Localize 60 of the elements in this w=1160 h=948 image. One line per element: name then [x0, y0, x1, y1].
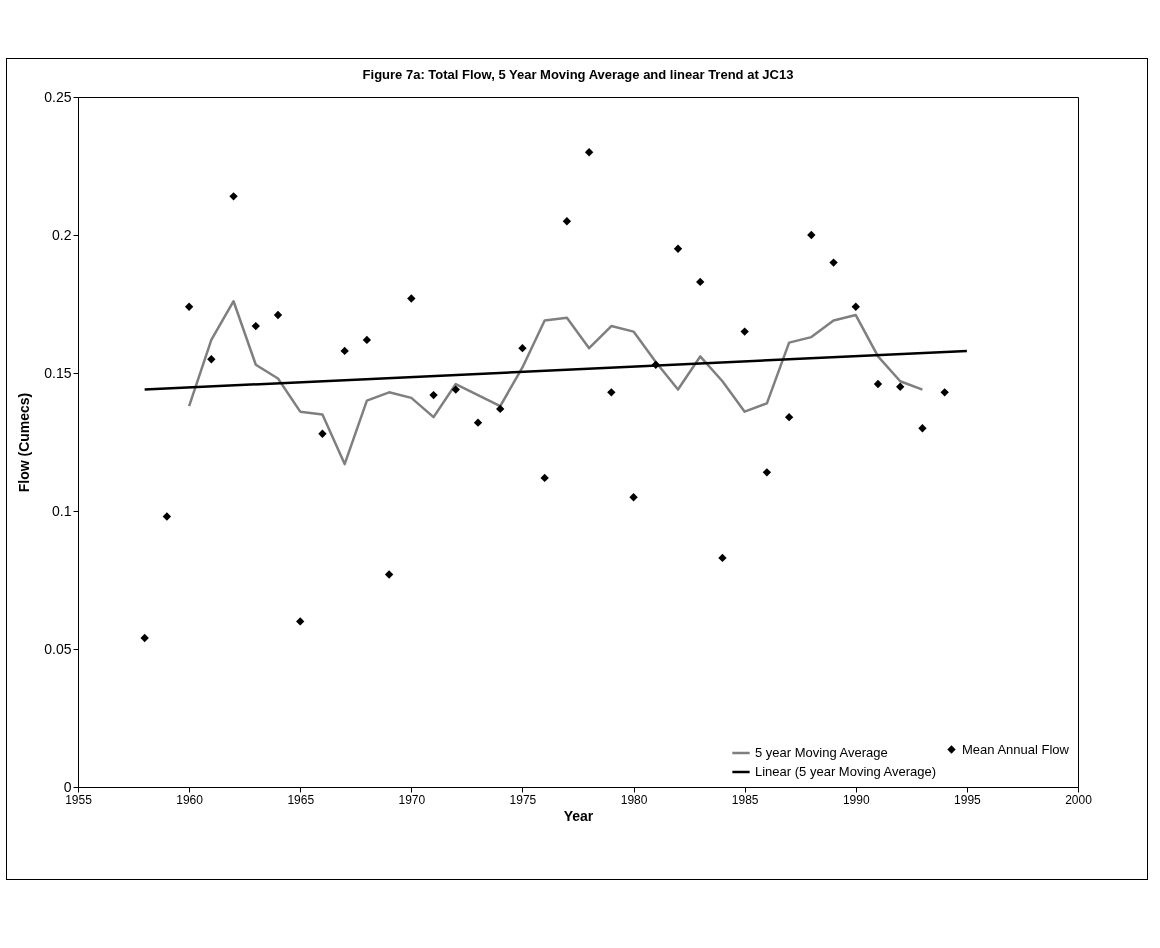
point	[340, 346, 349, 356]
point	[651, 360, 660, 369]
point	[873, 379, 883, 389]
point	[740, 327, 749, 336]
point	[696, 277, 705, 287]
chart-title: Figure 7a: Total Flow, 5 Year Moving Average and linear Trend at JC13	[362, 67, 794, 82]
y-tick-label: 0.2	[52, 226, 72, 243]
point	[296, 617, 305, 626]
point	[229, 192, 238, 201]
x-tick-label: 1995	[954, 792, 982, 807]
point	[784, 412, 794, 422]
x-tick-label: 1975	[509, 792, 537, 807]
point	[540, 473, 549, 483]
point	[362, 335, 372, 345]
point	[496, 404, 505, 414]
x-tick-label: 1980	[620, 792, 648, 807]
point	[273, 310, 283, 320]
y-tick-label: 0.05	[44, 640, 72, 657]
x-tick-label: 1970	[398, 792, 426, 807]
x-tick-label: 1985	[731, 792, 759, 807]
point	[384, 570, 394, 579]
x-tick-label: 1955	[65, 792, 93, 807]
point	[518, 343, 527, 353]
line-series	[187, 299, 924, 466]
point	[918, 424, 927, 433]
point	[318, 429, 327, 438]
y-tick-label: 0.15	[44, 364, 72, 381]
point	[807, 230, 816, 240]
x-tick-label: 1965	[287, 792, 315, 807]
point	[607, 388, 616, 397]
point	[184, 302, 194, 311]
y-axis-title: Flow (Cumecs)	[16, 392, 33, 493]
point	[473, 418, 483, 427]
point	[673, 244, 683, 253]
point	[851, 302, 860, 311]
point	[762, 468, 772, 477]
legend-label: Mean Annual Flow	[962, 741, 1070, 757]
y-tick-label: 0	[63, 778, 72, 795]
x-tick-label: 2000	[1065, 792, 1093, 807]
legend-label: Linear (5 year Moving Average)	[755, 764, 937, 779]
point	[251, 321, 260, 331]
point	[429, 390, 438, 400]
point	[718, 553, 727, 563]
legend-label: 5 year Moving Average	[755, 745, 888, 760]
x-tick-label: 1990	[842, 792, 870, 807]
point	[140, 633, 149, 643]
point	[207, 355, 216, 364]
point	[896, 382, 905, 391]
y-tick-label: 0.1	[52, 502, 72, 519]
point	[629, 493, 638, 502]
point	[162, 512, 172, 521]
point	[407, 294, 416, 303]
point	[584, 148, 594, 157]
point	[562, 217, 572, 226]
point	[451, 385, 460, 394]
y-tick-label: 0.25	[44, 88, 72, 105]
point	[829, 258, 838, 267]
x-axis-title: Year	[563, 807, 594, 824]
point	[940, 388, 949, 397]
x-tick-label: 1960	[176, 792, 204, 807]
